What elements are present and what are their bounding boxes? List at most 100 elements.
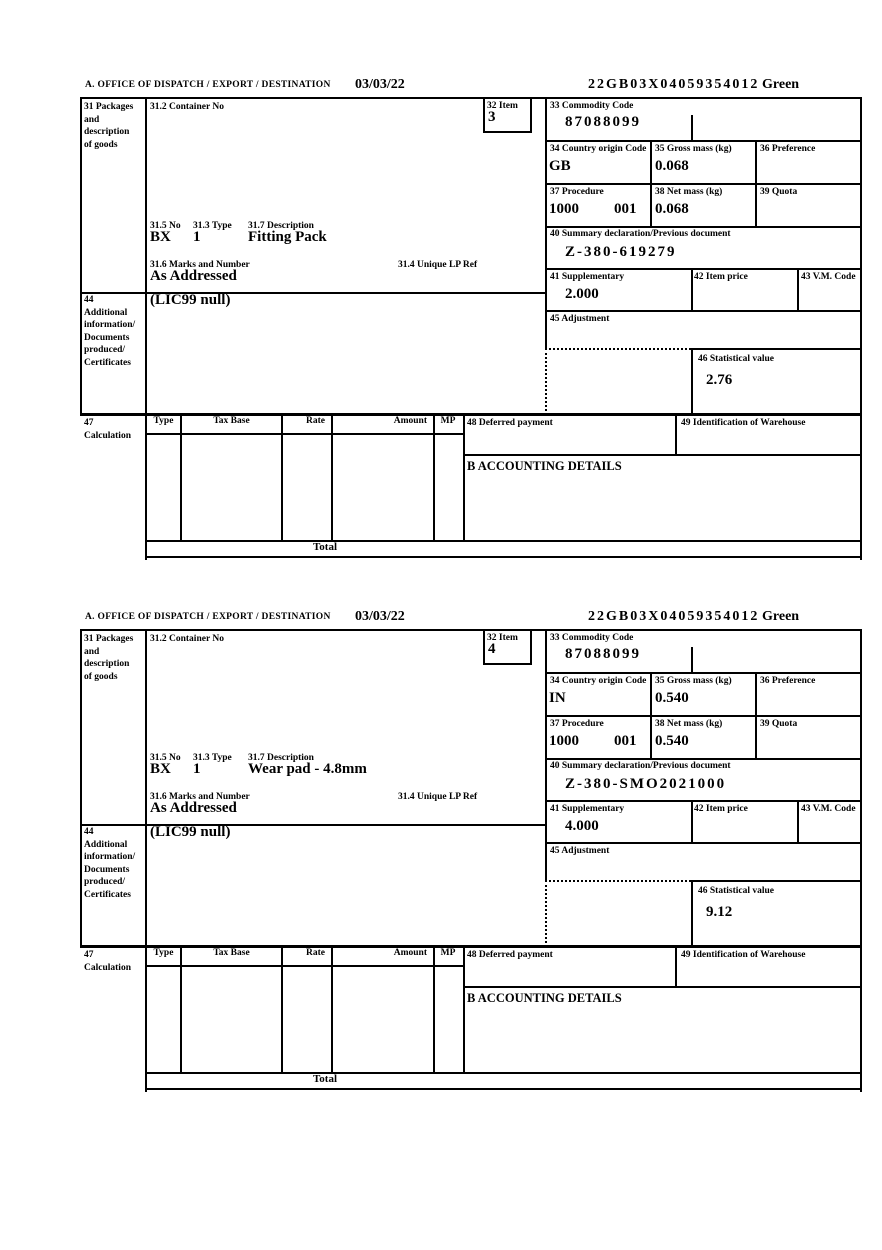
additional-information-value: (LIC99 null) [150,824,231,840]
box41-supplementary-label: 41 Supplementary [550,804,625,814]
item-box-border [483,97,485,133]
goods-description-value: Fitting Pack [248,229,327,245]
net-mass-value: 0.068 [655,201,689,217]
calc-mp-header: MP [440,948,456,958]
grid-line [545,842,862,844]
calc-total-label: Total [312,1073,338,1085]
commodity-code-value: 87088099 [565,646,641,662]
grid-line [545,758,862,760]
calc-total-label: Total [312,541,338,553]
box47-calculation-label: 47 Calculation [84,418,131,441]
box38-net-mass-label: 38 Net mass (kg) [655,719,723,729]
procedure-ext-value: 001 [614,201,637,217]
box31-4-unique-lp-ref-label: 31.4 Unique LP Ref [398,260,478,270]
box39-quota-label: 39 Quota [760,187,798,197]
calc-column-line [331,413,333,542]
box31-6-marks-label: 31.6 Marks and Number [150,260,250,270]
grid-line [80,97,862,99]
box36-preference-label: 36 Preference [760,144,816,154]
procedure-value: 1000 [549,201,579,217]
calc-column-line [433,945,435,1074]
box31-7-description-label: 31.7 Description [248,753,314,763]
box31-4-unique-lp-ref-label: 31.4 Unique LP Ref [398,792,478,802]
box31-2-container-label: 31.2 Container No [150,634,224,644]
box34-origin-label: 34 Country origin Code [550,676,647,686]
routing-status: Green [762,609,800,624]
box31-3-type-label: 31.3 Type [193,221,232,231]
marks-and-number-value: As Addressed [150,800,237,816]
goods-description-value: Wear pad - 4.8mm [248,761,367,777]
package-no-value: BX [150,761,171,777]
grid-line [691,880,862,882]
box31-5-no-label: 31.5 No [150,753,181,763]
grid-line [145,556,862,558]
grid-line [691,880,693,947]
net-mass-value: 0.540 [655,733,689,749]
grid-line [675,413,677,456]
accounting-details-label: B ACCOUNTING DETAILS [467,991,622,1005]
item-box-border [483,629,485,665]
calc-mp-header: MP [440,416,456,426]
grid-line [145,629,147,1092]
box44-label: 44 Additional information/ Documents pro… [84,827,136,900]
grid-line [545,97,547,350]
gross-mass-value: 0.068 [655,158,689,174]
box49-warehouse-label: 49 Identification of Warehouse [681,950,806,960]
procedure-ext-value: 001 [614,733,637,749]
box35-gross-mass-label: 35 Gross mass (kg) [655,676,732,686]
box31-6-marks-label: 31.6 Marks and Number [150,792,250,802]
previous-document-value: Z-380-619279 [565,244,677,260]
declaration-date: 03/03/22 [355,609,405,624]
box35-gross-mass-label: 35 Gross mass (kg) [655,144,732,154]
box48-deferred-payment-label: 48 Deferred payment [467,950,553,960]
calc-rate-header: Rate [306,948,325,958]
box38-net-mass-label: 38 Net mass (kg) [655,187,723,197]
grid-line [797,268,799,312]
country-origin-value: GB [549,158,571,174]
calc-column-line [180,413,182,542]
dotted-grid-line [545,348,547,415]
calc-type-header: Type [153,948,174,958]
calc-header-line [145,433,465,435]
dotted-grid-line [545,348,691,350]
box39-quota-label: 39 Quota [760,719,798,729]
grid-line [545,183,862,185]
calc-column-line [463,945,465,1074]
box46-statistical-value-label: 46 Statistical value [698,886,774,896]
calc-type-header: Type [153,416,174,426]
declaration-date: 03/03/22 [355,77,405,92]
grid-line [545,672,862,674]
marks-and-number-value: As Addressed [150,268,237,284]
calc-column-line [433,413,435,542]
statistical-value: 2.76 [706,372,733,388]
calc-tax-base-header: Tax Base [213,416,250,426]
grid-line [545,715,862,717]
grid-line [145,1088,862,1090]
grid-line [545,629,547,882]
box37-procedure-label: 37 Procedure [550,187,604,197]
grid-line [80,945,862,948]
box49-warehouse-label: 49 Identification of Warehouse [681,418,806,428]
declaration-item-section-4: A. OFFICE OF DISPATCH / EXPORT / DESTINA… [80,609,862,1092]
grid-line [691,268,693,312]
box33-commodity-label: 33 Commodity Code [550,101,634,111]
calc-tax-base-header: Tax Base [213,948,250,958]
grid-line [545,140,862,142]
office-of-dispatch-label: A. OFFICE OF DISPATCH / EXPORT / DESTINA… [85,80,331,90]
grid-line [80,413,862,416]
supplementary-value: 4.000 [565,818,599,834]
calc-rate-header: Rate [306,416,325,426]
calc-column-line [331,945,333,1074]
calc-column-line [180,945,182,1074]
previous-document-value: Z-380-SMO2021000 [565,776,727,792]
movement-reference-number: 22GB03X04059354012 [588,77,760,92]
calc-amount-header: Amount [393,948,427,958]
commodity-code-divider [691,647,693,674]
box41-supplementary-label: 41 Supplementary [550,272,625,282]
item-box-border [483,663,532,665]
box48-deferred-payment-label: 48 Deferred payment [467,418,553,428]
box43-vm-code-label: 43 V.M. Code [801,804,856,814]
item-box-border [483,131,532,133]
calc-column-line [463,413,465,542]
